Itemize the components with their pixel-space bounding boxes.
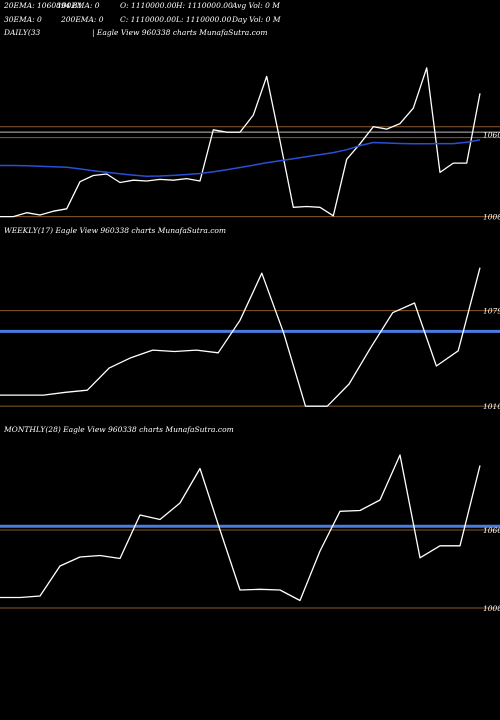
weekly-price-line — [0, 267, 481, 407]
daily-y-tick-1: 1008 — [483, 213, 500, 222]
header-ema30: 30EMA: 0 — [4, 15, 42, 24]
header-ema100: 100EMA: 0 — [57, 1, 100, 10]
daily-panel-label: DAILY(33 — [4, 28, 41, 37]
header-day-vol: Day Vol: 0 M — [232, 15, 281, 24]
weekly-y-tick-0: 1079 — [483, 307, 500, 316]
daily-panel-caption: | Eagle View 960338 charts MunafaSutra.c… — [92, 28, 268, 37]
monthly-price-line — [0, 454, 481, 602]
monthly-y-tick-1: 1008 — [483, 604, 500, 613]
monthly-panel-label: MONTHLY(28) Eagle View 960338 charts Mun… — [4, 425, 234, 434]
header-ema20: 20EMA: 1060894.81 — [4, 1, 83, 10]
weekly-y-tick-1: 1010 — [483, 402, 500, 411]
monthly-y-tick-0: 1060 — [483, 526, 500, 535]
header-close: C: 1110000.00 — [120, 15, 176, 24]
daily-price-line — [0, 67, 481, 218]
header-high: H: 1110000.00 — [176, 1, 233, 10]
daily-ema-line — [0, 139, 481, 178]
header-low: L: 1110000.00 — [176, 15, 232, 24]
weekly-panel-label: WEEKLY(17) Eagle View 960338 charts Muna… — [4, 226, 227, 235]
header-ema200: 200EMA: 0 — [61, 15, 104, 24]
daily-y-tick-0: 1060 — [483, 131, 500, 140]
header-open: O: 1110000.00 — [120, 1, 177, 10]
header-avg-vol: Avg Vol: 0 M — [232, 1, 280, 10]
